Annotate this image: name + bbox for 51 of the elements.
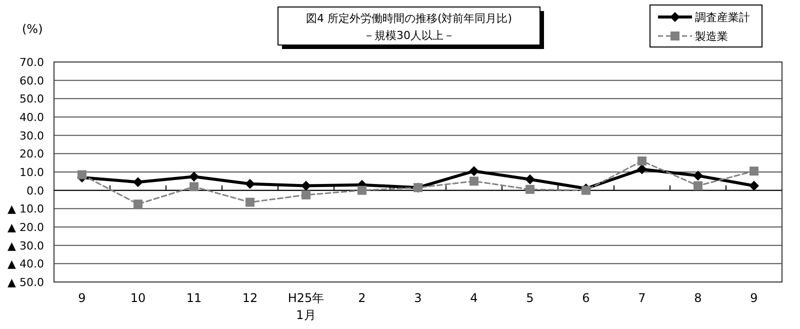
- x-tick-label: 3: [414, 291, 422, 305]
- point: [637, 164, 647, 174]
- x-tick-label: 4: [470, 291, 478, 305]
- point: [694, 181, 702, 190]
- point: [78, 170, 86, 180]
- x-tick-label: 2: [358, 291, 366, 305]
- x-tick-label: 7: [638, 291, 646, 305]
- x-tick-label: 6: [582, 291, 590, 305]
- x-tick-label: 11: [186, 291, 202, 305]
- point: [190, 182, 198, 192]
- y-tick-label: 50.0: [20, 92, 44, 106]
- point: [749, 180, 759, 191]
- x-tick-label: 9: [750, 291, 758, 305]
- point: [301, 180, 311, 191]
- legend-label: 製造業: [695, 30, 728, 43]
- point: [302, 190, 310, 200]
- y-tick-label: 60.0: [20, 74, 44, 88]
- point: [470, 176, 478, 186]
- y-tick-label: ▲ 20.0: [8, 221, 44, 234]
- point: [693, 170, 703, 181]
- point: [189, 172, 199, 182]
- y-tick-label: 20.0: [20, 148, 44, 161]
- legend-label: 調査産業計: [695, 11, 750, 24]
- point: [133, 177, 143, 188]
- point: [134, 200, 142, 209]
- y-tick-label: ▲ 10.0: [8, 202, 44, 216]
- chart-subtitle: －規模30人以上－: [364, 29, 454, 42]
- x-tick-label: 9: [78, 291, 86, 305]
- x-tick-label: H25年 1月: [288, 291, 324, 322]
- y-tick-label: ▲ 30.0: [8, 239, 44, 252]
- point: [525, 174, 535, 184]
- y-tick-label: 40.0: [20, 111, 44, 124]
- x-tick-label: 12: [242, 291, 258, 305]
- y-tick-label: 10.0: [20, 166, 44, 179]
- y-tick-label: 70.0: [20, 56, 44, 69]
- y-axis-title: (%): [22, 22, 43, 36]
- point: [245, 178, 255, 189]
- x-tick-label: 5: [526, 291, 534, 305]
- point: [246, 198, 254, 207]
- y-tick-label: 30.0: [20, 129, 44, 142]
- point: [750, 166, 758, 176]
- y-tick-label: 0.0: [26, 184, 44, 198]
- y-tick-label: ▲ 40.0: [8, 258, 44, 271]
- y-tick-label: ▲ 50.0: [8, 276, 44, 289]
- point: [469, 166, 479, 176]
- point: [526, 184, 534, 194]
- x-tick-label: 10: [130, 291, 146, 305]
- chart-title: 図4 所定外労働時間の推移(対前年同月比): [306, 12, 512, 25]
- x-tick-label: 8: [694, 291, 702, 305]
- point: [358, 186, 366, 195]
- point: [638, 156, 646, 166]
